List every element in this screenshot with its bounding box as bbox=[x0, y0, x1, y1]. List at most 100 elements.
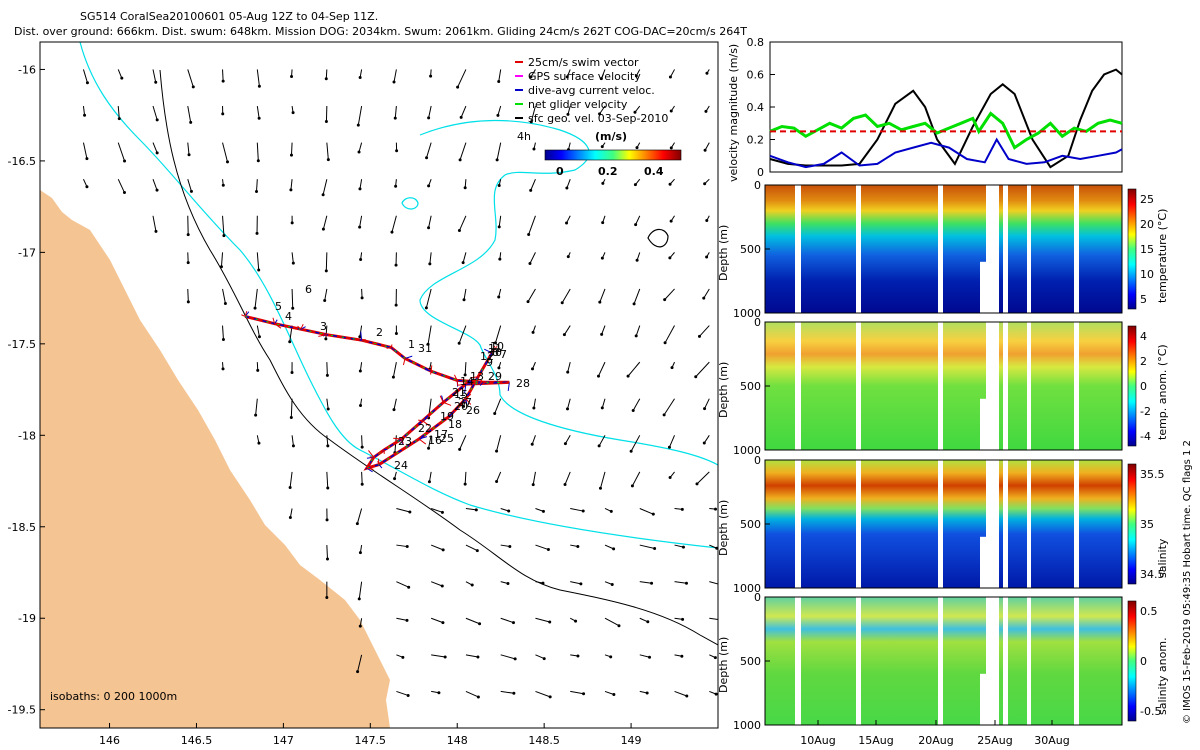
geostrophic-arrow-head bbox=[394, 263, 398, 267]
geostrophic-arrow-head bbox=[470, 583, 474, 587]
geostrophic-arrow-head bbox=[360, 445, 364, 449]
geostrophic-arrow-head bbox=[325, 596, 329, 600]
geostrophic-arrow bbox=[325, 252, 328, 271]
geostrophic-arrow-head bbox=[718, 583, 721, 586]
section-data-gap bbox=[980, 673, 986, 725]
section-panel-2: 0 500 1000 Depth (m) 4 2 0 -2 -4 temp. anom. (°C) bbox=[717, 316, 1169, 457]
geostrophic-arrow bbox=[530, 105, 536, 123]
geostrophic-arrow bbox=[187, 105, 192, 123]
geostrophic-arrow-head bbox=[579, 582, 583, 586]
geostrophic-arrow bbox=[255, 398, 258, 416]
geostrophic-arrow-head bbox=[221, 367, 225, 371]
geostrophic-arrow bbox=[527, 288, 536, 302]
geostrophic-arrow bbox=[567, 362, 571, 373]
geostrophic-arrow-head bbox=[426, 342, 430, 346]
geostrophic-arrow-head bbox=[463, 373, 467, 377]
geostrophic-arrow-head bbox=[633, 183, 637, 187]
geostrophic-arrow bbox=[326, 471, 329, 489]
legend-label: 25cm/s swim vector bbox=[528, 56, 639, 69]
geostrophic-arrow-head bbox=[565, 186, 569, 190]
geostrophic-arrow-head bbox=[714, 692, 718, 696]
track-vector bbox=[384, 448, 388, 451]
geostrophic-arrow bbox=[465, 690, 479, 698]
geostrophic-arrow bbox=[82, 142, 88, 159]
track-day-label: 4 bbox=[285, 310, 292, 323]
map-colorbar-tick-1: 0.2 bbox=[598, 165, 618, 178]
geostrophic-arrow-head bbox=[669, 219, 673, 223]
geostrophic-arrow bbox=[696, 471, 710, 485]
geostrophic-arrow-head bbox=[358, 335, 362, 339]
track-vector bbox=[318, 334, 327, 337]
geostrophic-arrow bbox=[457, 69, 467, 88]
section-colorbar-tick: 4 bbox=[1140, 330, 1147, 343]
geostrophic-arrow-head bbox=[458, 158, 462, 162]
section-colorbar bbox=[1127, 325, 1137, 447]
track-vector bbox=[272, 317, 276, 324]
track-vector bbox=[422, 420, 430, 426]
geostrophic-arrow-head bbox=[355, 522, 359, 526]
track-day-label: 5 bbox=[275, 300, 282, 313]
geostrophic-arrow bbox=[604, 544, 614, 550]
geostrophic-arrow-head bbox=[513, 657, 517, 661]
geostrophic-arrow-head bbox=[257, 335, 261, 339]
geostrophic-arrow bbox=[567, 398, 571, 410]
map-ytick-label: -17.5 bbox=[8, 338, 36, 351]
velocity-series-glider-speed bbox=[769, 111, 1123, 150]
geostrophic-arrow-head bbox=[703, 407, 707, 411]
track-vector bbox=[439, 395, 444, 403]
map-xtick-label: 147.5 bbox=[355, 734, 387, 747]
geostrophic-arrow bbox=[599, 471, 606, 489]
geostrophic-arrow-head bbox=[394, 332, 398, 336]
time-tick-label: 25Aug bbox=[977, 734, 1012, 747]
track-dac-line bbox=[244, 315, 510, 470]
track-vector bbox=[361, 339, 366, 341]
map-ytick-label: -19.5 bbox=[8, 704, 36, 717]
geostrophic-arrow-head bbox=[122, 191, 126, 195]
section-data-gap bbox=[1003, 185, 1008, 313]
geostrophic-arrow-head bbox=[254, 413, 258, 417]
geostrophic-arrow-head bbox=[440, 584, 444, 588]
track-day-label: 23 bbox=[398, 435, 412, 448]
geostrophic-arrow bbox=[356, 508, 363, 524]
section-data-gap bbox=[986, 460, 999, 588]
geostrophic-arrow-head bbox=[289, 153, 293, 157]
track-vector bbox=[502, 381, 510, 384]
geostrophic-arrow-head bbox=[680, 654, 684, 658]
track-vector bbox=[415, 438, 420, 441]
geostrophic-arrow bbox=[117, 142, 126, 162]
geostrophic-arrow bbox=[326, 435, 329, 446]
geostrophic-arrow-head bbox=[497, 183, 501, 187]
geostrophic-arrow-head bbox=[189, 189, 193, 193]
geostrophic-arrow-head bbox=[321, 193, 325, 197]
geostrophic-arrow-head bbox=[85, 81, 89, 85]
track-vector bbox=[274, 323, 282, 329]
geostrophic-arrow bbox=[222, 215, 225, 236]
geostrophic-arrow-head bbox=[694, 375, 698, 379]
map-xtick-label: 149 bbox=[621, 734, 642, 747]
geostrophic-arrow bbox=[256, 179, 258, 192]
geostrophic-arrow bbox=[396, 581, 409, 588]
geostrophic-arrow-head bbox=[566, 112, 570, 116]
map-ytick-label: -18 bbox=[18, 429, 36, 442]
geostrophic-arrow-head bbox=[600, 256, 604, 260]
geostrophic-arrow bbox=[394, 105, 397, 119]
track-day-label: 26 bbox=[466, 404, 480, 417]
track-vector bbox=[386, 347, 392, 349]
isobath-shelf bbox=[79, 42, 718, 549]
geostrophic-arrow-head bbox=[529, 188, 533, 192]
geostrophic-arrow bbox=[462, 252, 467, 263]
legend-label: net glider velocity bbox=[528, 98, 628, 111]
track-vector bbox=[470, 376, 479, 379]
track-vector bbox=[491, 345, 496, 354]
geostrophic-arrow bbox=[459, 435, 467, 450]
geostrophic-arrow bbox=[291, 435, 294, 446]
geostrophic-arrow bbox=[635, 325, 641, 337]
map-ytick-label: -19 bbox=[18, 612, 36, 625]
geostrophic-arrow-head bbox=[357, 597, 361, 601]
geostrophic-arrow-head bbox=[358, 369, 362, 373]
geostrophic-arrow bbox=[500, 690, 514, 694]
track-vector bbox=[484, 348, 493, 354]
track-swim-line bbox=[244, 314, 510, 471]
track-day-label: 28 bbox=[516, 377, 530, 390]
